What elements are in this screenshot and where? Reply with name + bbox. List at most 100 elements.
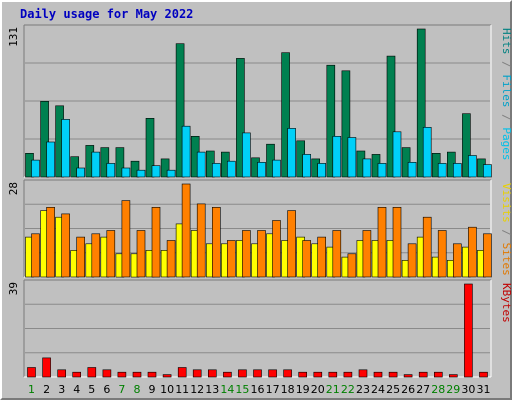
kbytes-bar (117, 371, 127, 378)
kbytes-bar (147, 371, 157, 378)
files-bar (136, 169, 146, 178)
files-bar (91, 151, 101, 178)
sites-bar (196, 203, 206, 278)
chart-title: Daily usage for May 2022 (20, 7, 194, 21)
kbytes-panel: 39 KBytes (7, 279, 512, 378)
x-tick-label: 12 (190, 383, 204, 396)
x-tick-label: 22 (341, 383, 355, 396)
legend-part: / (500, 223, 512, 243)
sites-bar (151, 207, 161, 278)
sites-bar (121, 200, 131, 278)
series-legend-label: KBytes (500, 283, 512, 323)
kbytes-bar (223, 371, 232, 378)
kbytes-bar (464, 283, 473, 378)
x-tick-label: 27 (416, 383, 430, 396)
x-tick-label: 16 (251, 383, 265, 396)
legend-part: Sites (500, 243, 512, 276)
x-tick-label: 28 (431, 383, 445, 396)
sites-bar (31, 233, 40, 278)
y-max-label: 131 (7, 27, 20, 47)
x-tick-label: 10 (160, 383, 174, 396)
sites-bar (257, 230, 266, 278)
sites-bar (212, 207, 221, 278)
legend-part: Hits (500, 28, 512, 55)
legend-part: Files (500, 74, 512, 107)
kbytes-bar (373, 371, 383, 378)
sites-bar (437, 230, 447, 278)
kbytes-bar (87, 367, 97, 378)
visits-sites-panel: 28 Visits / Sites (7, 179, 512, 278)
files-bar (483, 164, 492, 178)
sites-bar (181, 183, 191, 278)
sites-bar (46, 207, 55, 278)
x-tick-label: 6 (103, 383, 110, 396)
legend-part: KBytes (500, 283, 512, 323)
legend-part: / (500, 55, 512, 75)
sites-bar (483, 233, 492, 278)
x-tick-label: 24 (371, 383, 385, 396)
kbytes-bar (403, 374, 413, 378)
sites-bar (91, 233, 101, 278)
kbytes-bar (132, 371, 142, 378)
files-bar (287, 128, 296, 178)
x-tick-label: 23 (356, 383, 370, 396)
files-bar (317, 163, 327, 178)
files-bar (392, 131, 402, 178)
hits-files-pages-panel: 131 Hits / Files / Pages (7, 24, 512, 178)
kbytes-bar (238, 369, 247, 378)
x-tick-label: 3 (58, 383, 65, 396)
kbytes-bar (283, 369, 292, 378)
series-legend-label: Hits / Files / Pages (500, 28, 512, 161)
kbytes-bar (72, 371, 81, 378)
hits-bar (160, 158, 170, 178)
sites-bar (272, 220, 281, 278)
x-tick-label: 17 (266, 383, 280, 396)
kbytes-bar (208, 369, 217, 378)
sites-bar (76, 236, 85, 278)
x-tick-label: 11 (175, 383, 189, 396)
kbytes-bar (328, 371, 338, 378)
hits-bar (326, 64, 336, 178)
sites-bar (302, 240, 312, 278)
files-bar (61, 119, 70, 178)
sites-bar (317, 236, 327, 278)
files-bar (31, 159, 40, 178)
kbytes-bar (162, 374, 172, 378)
files-bar (422, 127, 432, 178)
x-tick-label: 8 (134, 383, 141, 396)
x-tick-label: 25 (386, 383, 400, 396)
legend-part: Pages (500, 127, 512, 160)
files-bar (106, 163, 116, 178)
kbytes-bar (298, 371, 308, 378)
x-tick-label: 7 (118, 383, 125, 396)
kbytes-bar (433, 371, 443, 378)
files-bar (46, 141, 55, 178)
x-tick-label: 4 (73, 383, 80, 396)
files-bar (212, 163, 221, 178)
sites-bar (166, 240, 176, 278)
sites-bar (347, 253, 357, 278)
hits-bar (115, 147, 125, 178)
sites-bar (227, 240, 236, 278)
hits-bar (40, 101, 49, 178)
files-bar (362, 158, 372, 178)
files-bar (121, 167, 131, 178)
hits-bar (281, 52, 290, 178)
files-bar (166, 169, 176, 178)
kbytes-bar (42, 357, 51, 378)
x-tick-label: 5 (88, 383, 95, 396)
files-bar (181, 125, 191, 178)
hits-bar (145, 118, 155, 178)
files-bar (302, 154, 312, 178)
files-bar (437, 163, 447, 178)
hits-bar (236, 58, 245, 178)
sites-bar (407, 243, 417, 278)
x-tick-label: 18 (281, 383, 295, 396)
x-tick-label: 20 (311, 383, 325, 396)
kbytes-bar (343, 371, 353, 378)
sites-bar (468, 226, 477, 278)
kbytes-bar (177, 367, 187, 378)
y-max-label: 39 (7, 282, 20, 295)
sites-bar (61, 213, 70, 278)
